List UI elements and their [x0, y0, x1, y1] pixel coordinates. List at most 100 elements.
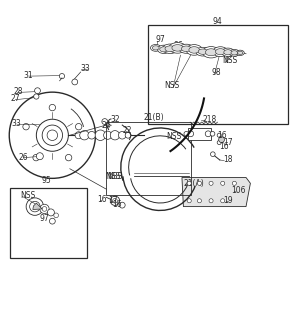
Circle shape	[23, 124, 29, 130]
Text: 106: 106	[231, 186, 246, 195]
Bar	[148, 25, 288, 124]
Text: 94: 94	[212, 17, 222, 26]
Ellipse shape	[181, 46, 191, 52]
Circle shape	[54, 213, 59, 218]
Text: 21(A): 21(A)	[183, 179, 204, 188]
Text: 16: 16	[217, 131, 226, 140]
Ellipse shape	[222, 48, 234, 56]
Text: 21(B): 21(B)	[143, 113, 164, 122]
Text: 33: 33	[80, 64, 90, 73]
Circle shape	[42, 125, 63, 145]
Text: 98: 98	[211, 68, 221, 77]
Text: 16: 16	[112, 200, 122, 209]
Circle shape	[187, 199, 191, 203]
Ellipse shape	[169, 43, 186, 53]
Ellipse shape	[160, 47, 168, 52]
Text: 17: 17	[108, 196, 118, 205]
Circle shape	[72, 79, 78, 85]
Text: 24: 24	[102, 121, 111, 130]
Circle shape	[47, 130, 58, 140]
Ellipse shape	[213, 47, 228, 57]
Circle shape	[205, 131, 211, 137]
Circle shape	[26, 198, 44, 215]
Circle shape	[187, 181, 191, 185]
Circle shape	[232, 181, 236, 185]
Circle shape	[47, 209, 54, 216]
Circle shape	[49, 104, 56, 111]
Circle shape	[184, 132, 189, 136]
Ellipse shape	[151, 44, 161, 51]
Text: 32: 32	[110, 115, 120, 124]
Circle shape	[95, 130, 106, 140]
Circle shape	[209, 181, 213, 185]
Bar	[106, 122, 191, 195]
Polygon shape	[182, 178, 250, 207]
Ellipse shape	[179, 44, 194, 53]
Circle shape	[34, 94, 39, 99]
Ellipse shape	[231, 51, 238, 55]
Circle shape	[40, 204, 49, 213]
Circle shape	[49, 218, 55, 224]
Circle shape	[110, 196, 120, 205]
Circle shape	[118, 132, 126, 139]
Circle shape	[221, 181, 225, 185]
Bar	[10, 188, 87, 258]
Circle shape	[35, 88, 40, 94]
Text: NSS: NSS	[108, 172, 123, 180]
Circle shape	[209, 199, 213, 203]
Ellipse shape	[206, 49, 217, 56]
Circle shape	[75, 132, 82, 139]
Circle shape	[76, 124, 82, 130]
Text: 26: 26	[19, 153, 29, 162]
Ellipse shape	[224, 50, 232, 55]
Ellipse shape	[238, 51, 243, 54]
Text: 33: 33	[11, 119, 21, 128]
Text: NSS: NSS	[20, 191, 36, 200]
Text: 95: 95	[42, 176, 51, 186]
Circle shape	[42, 207, 47, 211]
Text: 22: 22	[122, 126, 132, 135]
Ellipse shape	[229, 49, 240, 56]
Circle shape	[113, 198, 117, 203]
Circle shape	[110, 131, 120, 140]
Ellipse shape	[152, 46, 159, 50]
Bar	[188, 128, 211, 140]
Ellipse shape	[158, 45, 170, 53]
Ellipse shape	[196, 47, 210, 56]
Circle shape	[65, 155, 72, 161]
Ellipse shape	[172, 44, 183, 51]
Text: 16: 16	[219, 142, 229, 151]
Text: NSS: NSS	[166, 132, 181, 141]
Circle shape	[36, 153, 43, 160]
Text: 19: 19	[223, 196, 233, 205]
Circle shape	[119, 202, 125, 208]
Circle shape	[219, 137, 224, 142]
Circle shape	[102, 119, 108, 124]
Circle shape	[30, 201, 40, 212]
Ellipse shape	[165, 46, 176, 52]
Ellipse shape	[189, 47, 199, 53]
Circle shape	[33, 155, 39, 161]
Ellipse shape	[216, 49, 225, 55]
Circle shape	[197, 181, 201, 185]
Text: 97: 97	[156, 35, 166, 44]
Circle shape	[88, 132, 96, 139]
Circle shape	[80, 131, 89, 140]
Circle shape	[103, 131, 112, 139]
Text: NSS: NSS	[164, 81, 180, 90]
Circle shape	[59, 74, 65, 79]
Circle shape	[217, 140, 221, 145]
Circle shape	[9, 92, 96, 178]
Ellipse shape	[186, 44, 202, 55]
Circle shape	[36, 119, 69, 151]
Text: 18: 18	[223, 156, 233, 164]
Text: 17: 17	[223, 138, 232, 147]
Text: 27: 27	[10, 94, 20, 103]
Polygon shape	[33, 203, 42, 210]
Text: 96: 96	[173, 41, 183, 50]
Circle shape	[221, 199, 225, 203]
Circle shape	[125, 132, 131, 138]
Text: NSS: NSS	[105, 172, 120, 180]
Ellipse shape	[198, 49, 208, 54]
Text: 16: 16	[97, 196, 106, 204]
